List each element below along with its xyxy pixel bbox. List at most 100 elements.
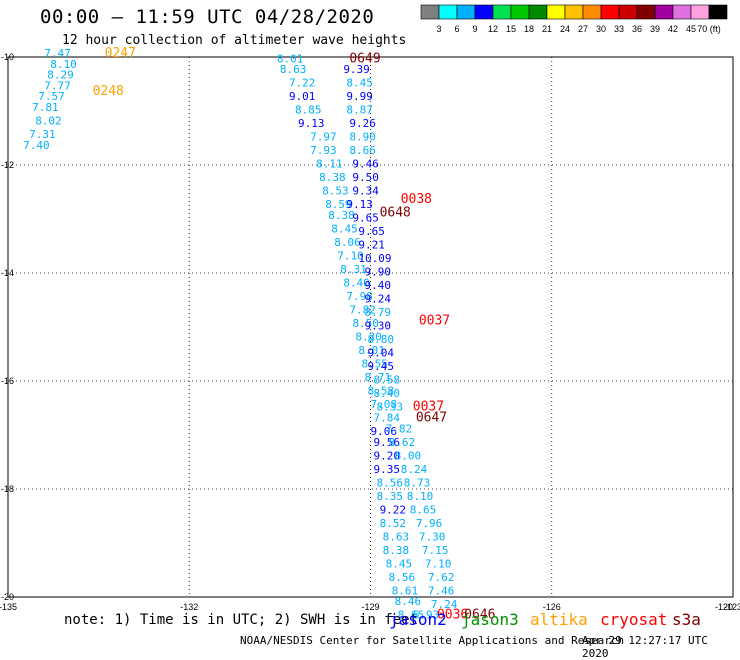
wave-height-label: 9.39 xyxy=(343,63,370,76)
wave-height-label: 8.90 xyxy=(349,131,376,144)
wave-height-label: 8.50 xyxy=(352,317,379,330)
wave-height-label: 8.35 xyxy=(377,490,404,503)
y-tick-label: -10 xyxy=(1,52,14,62)
wave-height-label: 7.96 xyxy=(416,517,443,530)
colorbar-label: 70 (ft) xyxy=(697,24,721,34)
footnote: note: 1) Time is in UTC; 2) SWH is in fe… xyxy=(64,612,419,628)
wave-height-label: 9.26 xyxy=(349,117,376,130)
legend-cryosat: cryosat xyxy=(600,610,668,629)
colorbar-label: 27 xyxy=(578,24,588,34)
pass-time-label: 0247 xyxy=(105,46,136,61)
wave-height-label: 9.65 xyxy=(352,212,379,225)
x-tick-label: -120 xyxy=(715,602,733,612)
colorbar-label: 39 xyxy=(650,24,660,34)
wave-height-label: 8.63 xyxy=(280,63,307,76)
x-tick-label: -129 xyxy=(361,602,379,612)
y-tick-label: -16 xyxy=(1,376,14,386)
wave-height-label: 8.01 xyxy=(358,344,385,357)
wave-height-label: 7.84 xyxy=(374,412,401,425)
wave-height-label: 8.31 xyxy=(340,263,367,276)
colorbar-swatch xyxy=(708,4,728,20)
wave-height-label: 9.40 xyxy=(364,279,391,292)
x-tick-label: -132 xyxy=(180,602,198,612)
pass-time-label: 0037 xyxy=(413,400,444,415)
colorbar: 3 6 9 12 15 18 21 24 27 30 33 36 39 42 45 70 (ft) xyxy=(420,4,728,34)
wave-height-label: 9.06 xyxy=(371,425,398,438)
wave-height-label: 7.10 xyxy=(337,250,364,263)
wave-height-label: 8.56 xyxy=(377,476,404,489)
credit-text: NOAA/NESDIS Center for Satellite Applica… xyxy=(240,634,625,647)
pass-time-label: 0646 xyxy=(464,608,495,623)
wave-height-label: 7.46 xyxy=(428,584,455,597)
colorbar-label: 12 xyxy=(488,24,498,34)
wave-height-label: 8.10 xyxy=(50,58,77,71)
pass-time-label: 0647 xyxy=(416,411,447,426)
colorbar-label: 18 xyxy=(524,24,534,34)
wave-height-label: 9.13 xyxy=(346,198,373,211)
wave-height-label: 8.71 xyxy=(364,371,391,384)
wave-height-label: 8.38 xyxy=(319,171,346,184)
wave-height-label: 8.55 xyxy=(361,358,388,371)
y-tick-label: -20 xyxy=(1,592,14,602)
wave-height-label: 8.65 xyxy=(410,503,437,516)
wave-height-label: 7.40 xyxy=(23,139,49,152)
wave-height-label: 9.99 xyxy=(346,90,373,103)
colorbar-label: 24 xyxy=(560,24,570,34)
wave-height-label: 8.59 xyxy=(325,198,352,211)
wave-height-label: 8.63 xyxy=(383,530,410,543)
wave-height-label: 8.00 xyxy=(395,449,422,462)
wave-height-label: 8.65 xyxy=(398,609,425,622)
wave-height-label: 8.45 xyxy=(346,77,373,90)
wave-height-label: 7.08 xyxy=(371,398,398,411)
wave-height-label: 8.38 xyxy=(328,209,355,222)
wave-height-label: 8.06 xyxy=(334,236,361,249)
wave-height-label: 7.81 xyxy=(32,101,59,114)
wave-height-label: 9.13 xyxy=(298,117,325,130)
wave-height-label: 9.24 xyxy=(364,293,391,306)
generated-timestamp: Apr 29 12:27:17 UTC 2020 xyxy=(582,634,708,660)
wave-height-label: 7.57 xyxy=(38,90,64,103)
wave-height-label: 9.22 xyxy=(380,503,407,516)
wave-height-label: 8.46 xyxy=(395,595,422,608)
colorbar-label: 36 xyxy=(632,24,642,34)
wave-height-label: 7.10 xyxy=(425,557,452,570)
wave-height-label: 8.33 xyxy=(377,401,404,414)
wave-height-label: 8.73 xyxy=(404,476,431,489)
wave-height-label: 8.61 xyxy=(392,584,419,597)
wave-height-label: 7.24 xyxy=(431,598,458,611)
wave-height-label: 7.97 xyxy=(310,131,337,144)
wave-height-label: 8.01 xyxy=(277,52,304,65)
wave-height-label: 9.45 xyxy=(367,360,394,373)
wave-height-label: 8.38 xyxy=(383,544,410,557)
wave-height-label: 8.53 xyxy=(322,185,349,198)
wave-height-label: 9.30 xyxy=(364,320,391,333)
pass-time-label: 0038 xyxy=(401,192,432,207)
chart-subtitle: 12 hour collection of altimeter wave hei… xyxy=(62,33,407,48)
colorbar-label: 42 xyxy=(668,24,678,34)
wave-height-label: 8.29 xyxy=(47,69,73,82)
y-tick-label: -14 xyxy=(1,268,14,278)
wave-height-label: 8.40 xyxy=(343,277,370,290)
colorbar-label: 45 xyxy=(686,24,696,34)
wave-height-label: 8.02 xyxy=(35,115,62,128)
wave-height-label: 8.56 xyxy=(389,571,416,584)
wave-height-label: 8.40 xyxy=(374,387,401,400)
y-tick-label: -18 xyxy=(1,484,14,494)
page-title: 00:00 — 11:59 UTC 04/28/2020 xyxy=(40,6,375,28)
wave-height-label: 8.66 xyxy=(349,144,376,157)
wave-height-label: 8.10 xyxy=(407,490,434,503)
colorbar-label: 21 xyxy=(542,24,552,34)
legend-s3a: s3a xyxy=(672,610,701,629)
wave-height-label: 7.82 xyxy=(386,422,413,435)
colorbar-label: 30 xyxy=(596,24,606,34)
wave-height-label: 9.65 xyxy=(358,225,385,238)
wave-height-label: 7.47 xyxy=(44,47,71,60)
pass-time-label: 0648 xyxy=(380,205,411,220)
wave-height-label: 9.46 xyxy=(352,158,379,171)
pass-time-label: 0037 xyxy=(419,313,450,328)
legend-altika: altika xyxy=(530,610,588,629)
wave-height-label: 7.93 xyxy=(310,144,337,157)
pass-time-label: 0036 xyxy=(437,608,468,623)
x-tick-label: -123 xyxy=(724,602,740,612)
